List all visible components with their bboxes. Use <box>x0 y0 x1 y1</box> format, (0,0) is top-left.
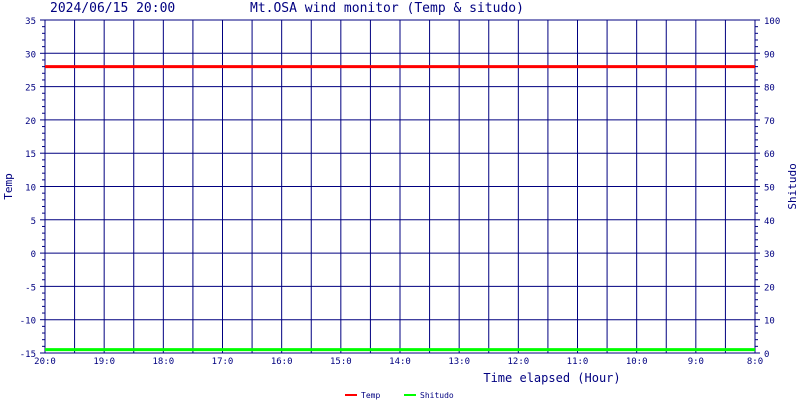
left-tick-label: 20 <box>25 117 36 127</box>
right-tick-label: 60 <box>764 150 775 160</box>
right-tick-label: 70 <box>764 117 775 127</box>
left-tick-label: 35 <box>25 17 36 27</box>
x-tick-label: 13:0 <box>448 357 470 367</box>
right-tick-label: 100 <box>764 17 780 27</box>
x-tick-label: 15:0 <box>330 357 352 367</box>
timestamp-label: 2024/06/15 20:00 <box>50 1 176 16</box>
legend-label-temp: Temp <box>361 391 380 400</box>
right-tick-label: 10 <box>764 317 775 327</box>
left-tick-label: 5 <box>31 217 36 227</box>
left-tick-label: 15 <box>25 150 36 160</box>
x-tick-label: 9:0 <box>688 357 704 367</box>
right-axis-label: Shitudo <box>786 163 799 209</box>
left-tick-label: 30 <box>25 50 36 60</box>
chart-title: Mt.OSA wind monitor (Temp & situdo) <box>250 1 524 16</box>
right-tick-label: 20 <box>764 283 775 293</box>
left-tick-label: 0 <box>31 250 36 260</box>
right-tick-label: 0 <box>764 350 769 360</box>
right-tick-label: 90 <box>764 50 775 60</box>
right-tick-label: 30 <box>764 250 775 260</box>
right-tick-label: 40 <box>764 217 775 227</box>
right-tick-label: 50 <box>764 184 775 194</box>
x-tick-label: 20:0 <box>34 357 56 367</box>
left-tick-label: -5 <box>25 283 36 293</box>
x-tick-label: 14:0 <box>389 357 411 367</box>
x-axis-label: Time elapsed (Hour) <box>483 371 620 385</box>
x-tick-label: 12:0 <box>507 357 529 367</box>
x-tick-label: 18:0 <box>152 357 174 367</box>
x-tick-label: 11:0 <box>567 357 589 367</box>
left-tick-label: 10 <box>25 184 36 194</box>
x-tick-label: 16:0 <box>271 357 293 367</box>
x-tick-label: 19:0 <box>93 357 115 367</box>
legend-label-shitudo: Shitudo <box>420 391 454 400</box>
left-tick-label: -15 <box>20 350 36 360</box>
left-tick-label: 25 <box>25 84 36 94</box>
right-tick-label: 80 <box>764 84 775 94</box>
left-axis-label: Temp <box>2 173 15 200</box>
x-tick-label: 17:0 <box>212 357 234 367</box>
x-tick-label: 10:0 <box>626 357 648 367</box>
left-tick-label: -10 <box>20 317 36 327</box>
x-tick-label: 8:0 <box>747 357 763 367</box>
